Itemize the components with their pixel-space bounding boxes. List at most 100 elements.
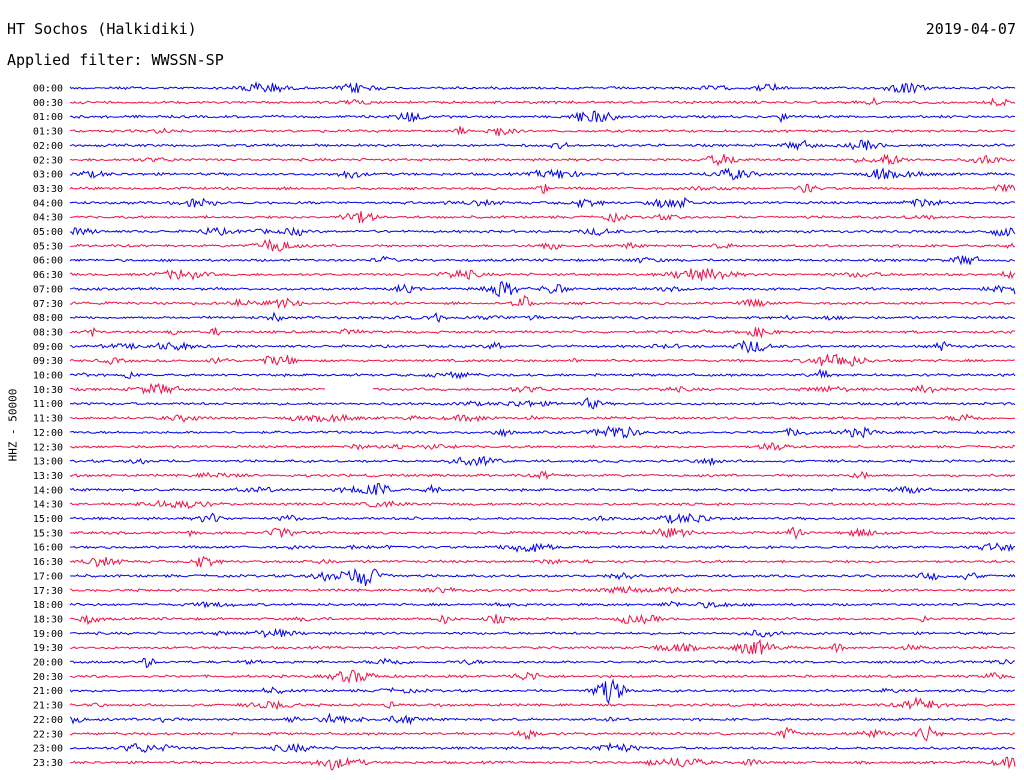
trace-row — [69, 526, 1016, 541]
row-time-label: 17:30 — [33, 586, 63, 597]
trace-row — [69, 211, 1015, 224]
trace-row — [69, 425, 1016, 439]
trace-row — [69, 255, 1016, 266]
filter-label: Applied filter: WWSSN-SP — [7, 51, 224, 69]
trace-row — [69, 268, 1016, 281]
trace-row — [69, 499, 1016, 510]
row-time-label: 18:00 — [33, 600, 63, 611]
trace-row — [69, 627, 1016, 639]
trace-row — [69, 585, 1016, 595]
trace-row — [69, 482, 1016, 496]
trace-row — [69, 567, 1016, 587]
row-time-label: 19:30 — [33, 643, 63, 654]
row-time-label: 04:00 — [33, 198, 63, 209]
row-time-label: 16:00 — [33, 543, 63, 554]
row-time-label: 01:30 — [33, 127, 63, 138]
trace-row — [69, 110, 1016, 124]
row-time-label: 03:00 — [33, 170, 63, 181]
trace-row — [69, 756, 1016, 771]
row-time-label: 18:30 — [33, 614, 63, 625]
trace-row — [69, 326, 1016, 339]
trace-row — [69, 281, 1016, 298]
trace-row — [69, 600, 1016, 609]
row-time-label: 09:30 — [33, 356, 63, 367]
row-time-label: 00:30 — [33, 98, 63, 109]
row-time-label: 10:00 — [33, 371, 63, 382]
row-time-label: 20:00 — [33, 658, 63, 669]
row-time-label: 07:30 — [33, 299, 63, 310]
trace-row — [69, 96, 1016, 107]
row-time-label: 04:30 — [33, 213, 63, 224]
trace-row — [69, 657, 1015, 669]
trace-row — [69, 470, 1016, 480]
row-time-label: 06:30 — [33, 270, 63, 281]
row-time-label: 02:30 — [33, 155, 63, 166]
row-time-label: 17:00 — [33, 571, 63, 582]
trace-row — [69, 382, 1016, 395]
row-time-label: 11:00 — [33, 399, 63, 410]
trace-row — [69, 669, 1016, 684]
trace-row — [69, 725, 1015, 742]
row-time-label: 05:30 — [33, 241, 63, 252]
trace-row — [69, 696, 1015, 711]
trace-row — [69, 167, 1016, 181]
row-time-label: 06:00 — [33, 256, 63, 267]
row-time-label: 03:30 — [33, 184, 63, 195]
trace-row — [69, 555, 1016, 568]
row-time-label: 22:30 — [33, 729, 63, 740]
trace-row — [69, 741, 1015, 753]
row-time-label: 16:30 — [33, 557, 63, 568]
trace-row — [69, 512, 1016, 525]
trace-row — [69, 397, 1016, 410]
trace-row — [69, 196, 1016, 209]
row-time-label: 02:00 — [33, 141, 63, 152]
trace-row — [69, 311, 1015, 323]
row-time-label: 14:00 — [33, 485, 63, 496]
row-time-label: 10:30 — [33, 385, 63, 396]
trace-row — [69, 80, 1016, 95]
trace-row — [69, 638, 1016, 655]
row-time-label: 20:30 — [33, 672, 63, 683]
date-label: 2019-04-07 — [925, 20, 1016, 38]
trace-row — [69, 183, 1016, 195]
trace-row — [69, 678, 1016, 705]
trace-row — [69, 139, 1015, 151]
row-time-label: 13:30 — [33, 471, 63, 482]
trace-row — [69, 339, 1016, 354]
trace-row — [69, 413, 1016, 424]
trace-row — [70, 613, 1016, 626]
row-time-label: 08:00 — [33, 313, 63, 324]
row-time-label: 00:00 — [33, 84, 63, 95]
row-time-label: 12:30 — [33, 442, 63, 453]
trace-row — [69, 455, 1015, 467]
row-time-label: 23:30 — [33, 758, 63, 769]
trace-row — [69, 238, 1016, 252]
row-time-label: 01:00 — [33, 112, 63, 123]
row-time-label: 15:00 — [33, 514, 63, 525]
row-time-label: 23:00 — [33, 744, 63, 755]
trace-row — [69, 712, 1016, 726]
trace-row — [69, 353, 1016, 367]
trace-row — [70, 542, 1016, 554]
row-time-label: 13:00 — [33, 457, 63, 468]
row-time-label: 22:00 — [33, 715, 63, 726]
trace-row — [69, 226, 1016, 237]
row-time-label: 05:00 — [33, 227, 63, 238]
row-time-label: 07:00 — [33, 284, 63, 295]
row-time-label: 11:30 — [33, 414, 63, 425]
trace-row — [69, 441, 1016, 451]
row-time-label: 08:30 — [33, 327, 63, 338]
row-time-label: 09:00 — [33, 342, 63, 353]
trace-row — [69, 368, 1016, 380]
row-time-label: 21:00 — [33, 686, 63, 697]
trace-row — [69, 126, 1016, 137]
row-time-label: 12:00 — [33, 428, 63, 439]
station-title: HT Sochos (Halkidiki) — [7, 20, 197, 38]
trace-row — [70, 294, 1016, 310]
trace-row — [69, 153, 1016, 167]
row-time-label: 21:30 — [33, 701, 63, 712]
row-time-label: 15:30 — [33, 528, 63, 539]
row-time-label: 19:00 — [33, 629, 63, 640]
row-time-label: 14:30 — [33, 500, 63, 511]
